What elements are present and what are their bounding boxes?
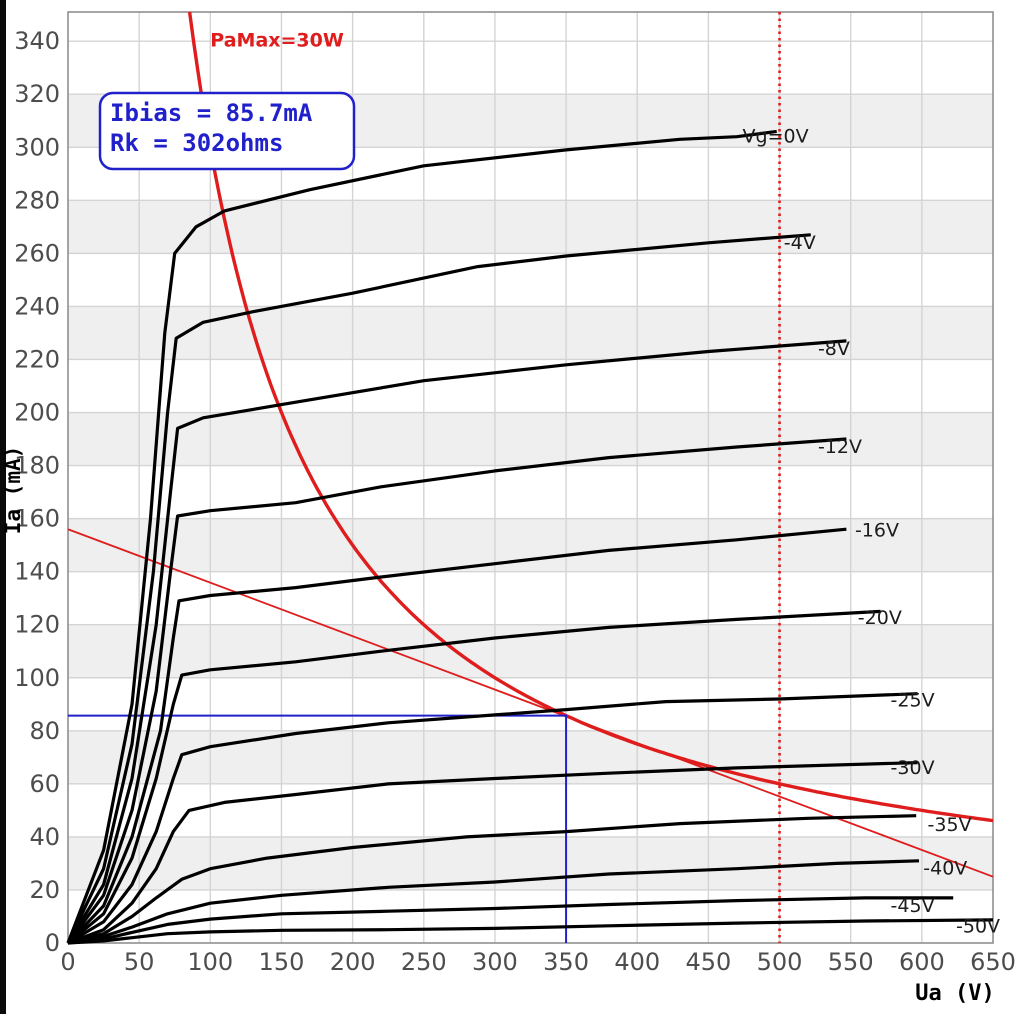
pamax-label: PaMax=30W	[210, 29, 344, 51]
rk-value: Rk = 302ohms	[110, 129, 283, 157]
x-tick-label: 500	[757, 948, 803, 976]
anode-curve--8V	[66, 339, 847, 944]
y-tick-label: 340	[14, 27, 60, 55]
x-tick-label: 200	[330, 948, 376, 976]
x-tick-label: 450	[685, 948, 731, 976]
x-tick-label: 300	[472, 948, 518, 976]
y-tick-label: 240	[14, 292, 60, 320]
grid-voltage-label: -4V	[784, 232, 816, 254]
grid-voltage-label: -40V	[923, 858, 967, 880]
y-tick-label: 100	[14, 664, 60, 692]
shaded-band	[68, 518, 993, 572]
anode-curve--40V	[67, 859, 920, 945]
grid-voltage-label: -30V	[891, 757, 935, 779]
y-tick-label: 260	[14, 239, 60, 267]
anode-curve--20V	[66, 609, 881, 945]
anode-curve--50V	[67, 918, 994, 945]
x-tick-label: 650	[970, 948, 1016, 976]
y-tick-label: 220	[14, 345, 60, 373]
anode-curve--12V	[66, 437, 847, 944]
y-tick-label: 200	[14, 399, 60, 427]
x-tick-label: 400	[614, 948, 660, 976]
grid-voltage-label: -45V	[891, 895, 935, 917]
y-tick-label: 60	[29, 770, 60, 798]
shaded-band	[68, 730, 993, 784]
y-tick-label: 320	[14, 80, 60, 108]
y-tick-label: 40	[29, 823, 60, 851]
bias-annotation-frame	[98, 91, 356, 171]
y-tick-label: 0	[45, 929, 60, 957]
x-tick-label: 0	[60, 948, 75, 976]
y-axis-title: Ia (mA)	[1, 446, 25, 535]
anode-curves	[66, 129, 994, 945]
y-tick-label: 120	[14, 611, 60, 639]
ibias-value: Ibias = 85.7mA	[110, 99, 313, 127]
plot-border	[67, 11, 994, 944]
x-tick-label: 600	[899, 948, 945, 976]
y-tick-label: 300	[14, 133, 60, 161]
grid-voltage-label: -8V	[818, 338, 850, 360]
grid-voltage-label: -12V	[818, 436, 862, 458]
grid-voltage-label: -16V	[855, 520, 899, 542]
bias-annotation-box: Ibias = 85.7mA Rk = 302ohms	[98, 91, 356, 171]
shaded-band	[68, 306, 993, 360]
x-axis-title: Ua (V)	[915, 981, 994, 1006]
anode-curve--25V	[67, 692, 918, 945]
window-left-edge	[0, 0, 6, 1014]
grid-voltage-label: -50V	[956, 915, 1000, 937]
y-tick-label: 140	[14, 558, 60, 586]
y-tick-label: 280	[14, 186, 60, 214]
x-tick-label: 350	[543, 948, 589, 976]
anode-curve--45V	[67, 896, 954, 945]
axis-tick-labels: 0 50 100 150 200 250 300 350 400 450 500 550 600 650 0…	[14, 27, 1016, 976]
y-tick-label: 180	[14, 452, 60, 480]
grid-voltage-label: Vg=0V	[743, 126, 809, 148]
y-tick-label: 80	[29, 717, 60, 745]
x-tick-label: 250	[401, 948, 447, 976]
x-tick-label: 100	[187, 948, 233, 976]
anode-curve--4V	[66, 233, 811, 944]
shaded-band	[68, 200, 993, 254]
plot-frame	[67, 11, 994, 944]
bias-crosshair-lines	[68, 714, 568, 943]
grid-voltage-label: -25V	[891, 689, 935, 711]
y-tick-label: 20	[29, 876, 60, 904]
x-tick-label: 550	[828, 948, 874, 976]
x-tick-label: 50	[124, 948, 155, 976]
gridlines	[68, 12, 993, 943]
bias-point-crosshair	[68, 714, 568, 943]
y-tick-label: 160	[14, 505, 60, 533]
anode-curve--30V	[67, 761, 918, 945]
anode-curve-Vg=0V	[66, 129, 777, 944]
grid-voltage-label: -20V	[858, 607, 902, 629]
anode-curve--16V	[66, 527, 847, 945]
x-tick-label: 150	[259, 948, 305, 976]
grid-voltage-label: -35V	[928, 814, 972, 836]
curve-labels: Vg=0V -4V -8V -12V -16V -20V -25V -30V -35V -40V -…	[743, 126, 1000, 938]
anode-curve--35V	[67, 814, 917, 945]
